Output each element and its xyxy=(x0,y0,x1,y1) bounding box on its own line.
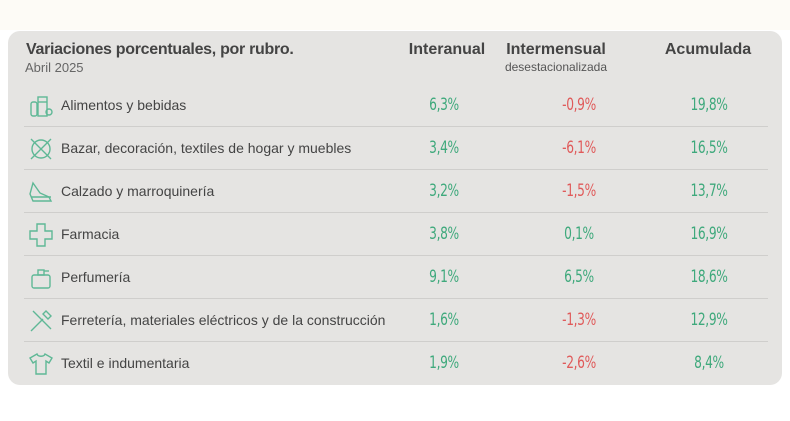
value-acumulada: 12,9% xyxy=(690,310,728,330)
value-interanual: 3,2% xyxy=(429,181,459,201)
value-intermensual: 0,1% xyxy=(564,224,594,244)
value-interanual: 9,1% xyxy=(429,267,459,287)
tools-icon xyxy=(30,310,52,332)
category-label: Textil e indumentaria xyxy=(61,355,190,371)
table-card: Variaciones porcentuales, por rubro. Abr… xyxy=(8,31,782,385)
table-row: Alimentos y bebidas 6,3% -0,9% 19,8% xyxy=(24,84,768,127)
value-intermensual: 6,5% xyxy=(564,267,594,287)
category-label: Perfumería xyxy=(61,269,131,285)
value-interanual: 3,4% xyxy=(429,138,459,158)
category-label: Alimentos y bebidas xyxy=(61,97,187,113)
table-row: Ferretería, materiales eléctricos y de l… xyxy=(24,299,768,342)
value-interanual: 6,3% xyxy=(429,95,459,115)
table-row: Farmacia 3,8% 0,1% 16,9% xyxy=(24,213,768,256)
pharmacy-cross-icon xyxy=(29,223,53,247)
value-interanual: 3,8% xyxy=(429,224,459,244)
value-interanual: 1,6% xyxy=(429,310,459,330)
value-acumulada: 13,7% xyxy=(690,181,728,201)
category-label: Bazar, decoración, textiles de hogar y m… xyxy=(61,140,352,156)
grocery-icon xyxy=(30,96,53,117)
value-intermensual: -1,5% xyxy=(562,181,596,201)
column-header-intermensual: Intermensual xyxy=(506,41,606,58)
category-label: Calzado y marroquinería xyxy=(61,183,215,199)
home-goods-icon xyxy=(30,138,52,160)
value-intermensual: -2,6% xyxy=(562,353,596,373)
value-acumulada: 19,8% xyxy=(690,95,728,115)
perfume-icon xyxy=(31,269,51,289)
column-subheader-intermensual: desestacionalizada xyxy=(504,60,608,74)
value-intermensual: -1,3% xyxy=(562,310,596,330)
category-label: Ferretería, materiales eléctricos y de l… xyxy=(61,312,386,328)
table-subtitle: Abril 2025 xyxy=(25,60,84,75)
shirt-icon xyxy=(29,352,53,375)
column-header-acumulada: Acumulada xyxy=(664,41,752,58)
value-intermensual: -0,9% xyxy=(562,95,596,115)
table-row: Textil e indumentaria 1,9% -2,6% 8,4% xyxy=(24,342,768,385)
top-band xyxy=(0,0,790,30)
value-intermensual: -6,1% xyxy=(562,138,596,158)
table-row: Bazar, decoración, textiles de hogar y m… xyxy=(24,127,768,170)
value-acumulada: 16,5% xyxy=(690,138,728,158)
column-header-interanual: Interanual xyxy=(408,41,486,58)
value-interanual: 1,9% xyxy=(429,353,459,373)
table-title: Variaciones porcentuales, por rubro. xyxy=(26,41,294,58)
value-acumulada: 18,6% xyxy=(690,267,728,287)
value-acumulada: 16,9% xyxy=(690,224,728,244)
table-row: Calzado y marroquinería 3,2% -1,5% 13,7% xyxy=(24,170,768,213)
shoe-icon xyxy=(29,181,53,202)
category-label: Farmacia xyxy=(61,226,120,242)
table-row: Perfumería 9,1% 6,5% 18,6% xyxy=(24,256,768,299)
value-acumulada: 8,4% xyxy=(694,353,724,373)
